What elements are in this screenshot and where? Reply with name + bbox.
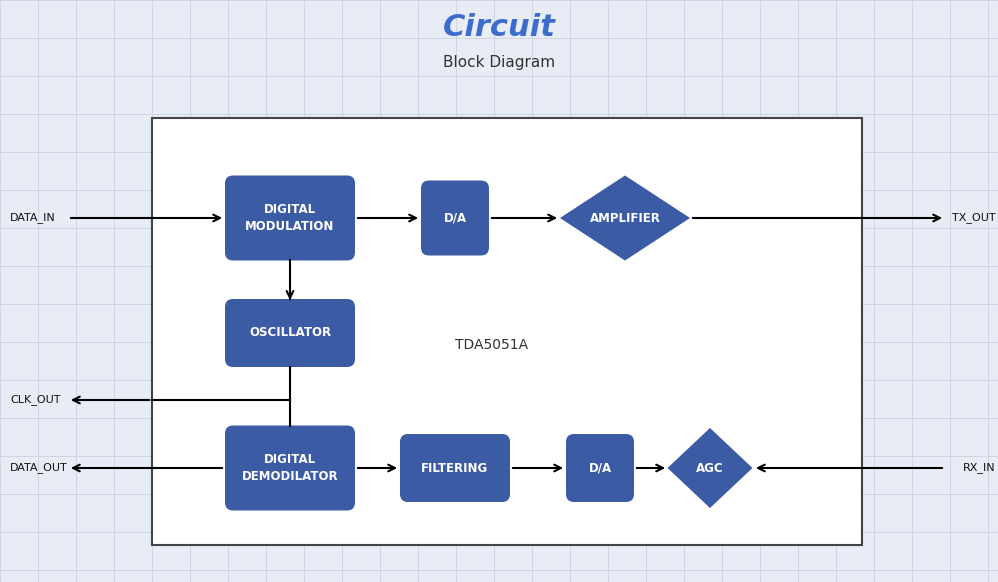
FancyBboxPatch shape	[152, 118, 862, 545]
Text: Circuit: Circuit	[442, 13, 556, 42]
Polygon shape	[560, 176, 690, 261]
Text: CLK_OUT: CLK_OUT	[10, 395, 61, 406]
Text: TDA5051A: TDA5051A	[455, 338, 528, 352]
Text: OSCILLATOR: OSCILLATOR	[249, 327, 331, 339]
FancyBboxPatch shape	[225, 176, 355, 261]
FancyBboxPatch shape	[225, 299, 355, 367]
Text: DIGITAL
MODULATION: DIGITAL MODULATION	[246, 203, 334, 233]
Text: D/A: D/A	[589, 462, 612, 474]
Text: Block Diagram: Block Diagram	[443, 55, 555, 69]
Text: DATA_IN: DATA_IN	[10, 212, 56, 223]
Text: DIGITAL
DEMODILATOR: DIGITAL DEMODILATOR	[242, 453, 338, 483]
Text: D/A: D/A	[443, 211, 466, 225]
Text: TX_OUT: TX_OUT	[952, 212, 996, 223]
Polygon shape	[668, 428, 752, 508]
Text: DATA_OUT: DATA_OUT	[10, 463, 68, 473]
Text: FILTERING: FILTERING	[421, 462, 489, 474]
Text: RX_IN: RX_IN	[963, 463, 996, 473]
Text: AMPLIFIER: AMPLIFIER	[590, 211, 661, 225]
FancyBboxPatch shape	[566, 434, 634, 502]
FancyBboxPatch shape	[421, 180, 489, 255]
Text: AGC: AGC	[697, 462, 724, 474]
FancyBboxPatch shape	[400, 434, 510, 502]
FancyBboxPatch shape	[225, 425, 355, 510]
